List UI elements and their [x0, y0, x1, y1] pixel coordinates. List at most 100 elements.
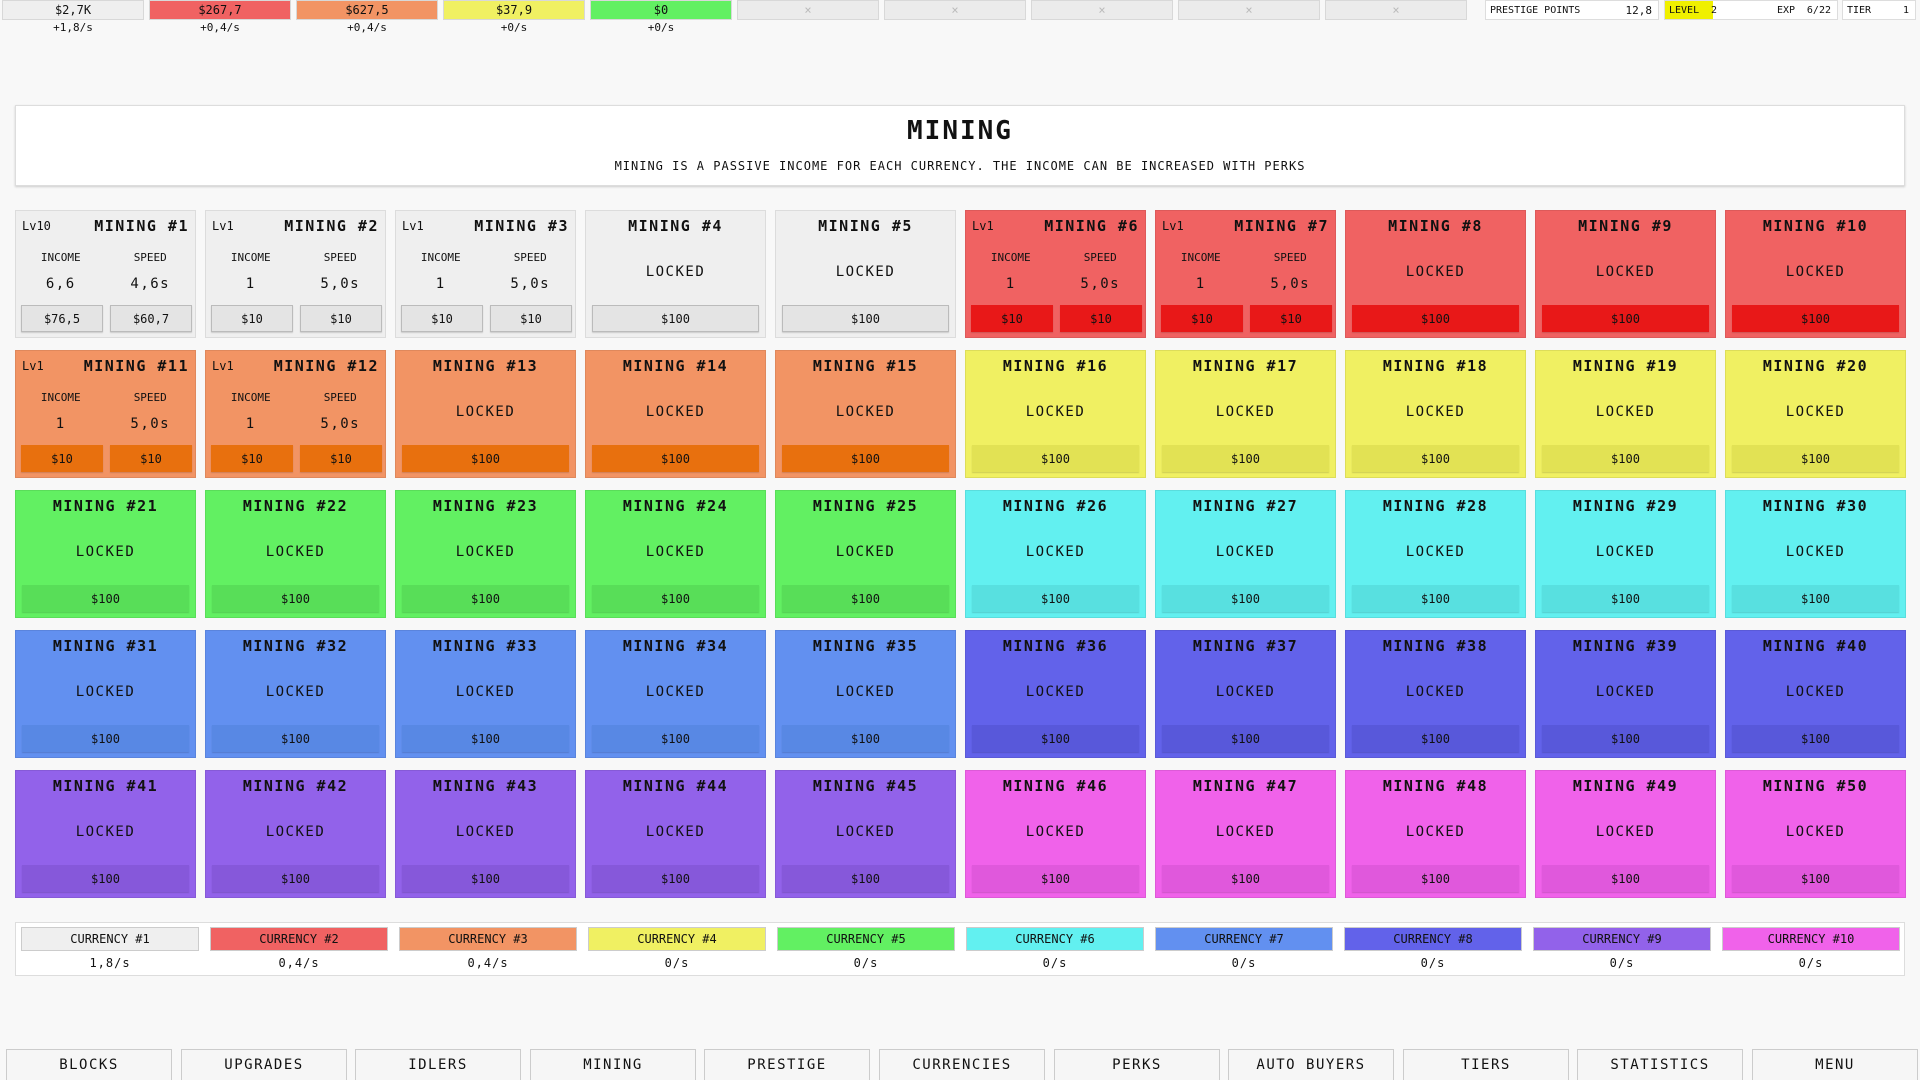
buy-button[interactable]: $100 [1732, 865, 1899, 892]
buy-button[interactable]: $100 [1162, 725, 1329, 752]
buy-button[interactable]: $100 [1352, 445, 1519, 472]
buy-button[interactable]: $100 [1542, 585, 1709, 612]
income-upgrade-button[interactable]: $10 [211, 445, 293, 472]
card-title: MINING #15 [812, 357, 919, 375]
buy-button[interactable]: $100 [592, 725, 759, 752]
buy-button[interactable]: $100 [972, 865, 1139, 892]
nav-tab[interactable]: PRESTIGE [704, 1049, 870, 1080]
mining-card: MINING #18 LOCKED $100 [1345, 350, 1526, 478]
buy-button[interactable]: $100 [972, 445, 1139, 472]
speed-value: 5,0s [130, 416, 171, 432]
income-upgrade-button[interactable]: $10 [971, 305, 1053, 332]
nav-tab[interactable]: MINING [530, 1049, 696, 1080]
buy-button[interactable]: $100 [1732, 585, 1899, 612]
buy-button[interactable]: $100 [592, 305, 759, 332]
currency-name: CURRENCY #4 [588, 927, 766, 951]
card-title: MINING #26 [1002, 497, 1109, 515]
nav-tab[interactable]: TIERS [1403, 1049, 1569, 1080]
card-status: LOCKED [1215, 684, 1276, 700]
speed-upgrade-button[interactable]: $10 [300, 305, 382, 332]
buy-button[interactable]: $100 [402, 725, 569, 752]
buy-button[interactable]: $100 [22, 725, 189, 752]
mining-card: MINING #33 LOCKED $100 [395, 630, 576, 758]
mining-card: MINING #8 LOCKED $100 [1345, 210, 1526, 338]
nav-tab[interactable]: PERKS [1054, 1049, 1220, 1080]
mining-card: MINING #48 LOCKED $100 [1345, 770, 1526, 898]
card-title: MINING #12 [273, 357, 379, 375]
nav-tab[interactable]: AUTO BUYERS [1228, 1049, 1394, 1080]
buy-button[interactable]: $100 [22, 585, 189, 612]
buy-button[interactable]: $100 [1542, 865, 1709, 892]
mining-card: MINING #37 LOCKED $100 [1155, 630, 1336, 758]
buy-button[interactable]: $100 [1352, 725, 1519, 752]
buy-button[interactable]: $100 [782, 725, 949, 752]
nav-tab[interactable]: UPGRADES [181, 1049, 347, 1080]
income-upgrade-button[interactable]: $76,5 [21, 305, 103, 332]
exp-progress [1665, 1, 1713, 19]
buy-button[interactable]: $100 [402, 865, 569, 892]
card-title: MINING #43 [432, 777, 539, 795]
currency-name: CURRENCY #2 [210, 927, 388, 951]
speed-label: SPEED [1083, 250, 1117, 264]
buy-button[interactable]: $100 [402, 585, 569, 612]
nav-tab[interactable]: IDLERS [355, 1049, 521, 1080]
buy-button[interactable]: $100 [1352, 305, 1519, 332]
card-status: LOCKED [1785, 264, 1846, 280]
card-status: LOCKED [1025, 544, 1086, 560]
buy-button[interactable]: $100 [1732, 445, 1899, 472]
speed-value: 4,6s [130, 276, 171, 292]
speed-upgrade-button[interactable]: $10 [110, 445, 192, 472]
currency-amount: × [737, 0, 879, 20]
buy-button[interactable]: $100 [972, 725, 1139, 752]
nav-tab[interactable]: STATISTICS [1577, 1049, 1743, 1080]
income-upgrade-button[interactable]: $10 [401, 305, 483, 332]
income-upgrade-button[interactable]: $10 [1161, 305, 1243, 332]
card-status: LOCKED [75, 824, 136, 840]
buy-button[interactable]: $100 [1542, 445, 1709, 472]
buy-button[interactable]: $100 [1732, 725, 1899, 752]
nav-tab[interactable]: CURRENCIES [879, 1049, 1045, 1080]
buy-button[interactable]: $100 [212, 725, 379, 752]
card-status: LOCKED [835, 404, 896, 420]
buy-button[interactable]: $100 [212, 585, 379, 612]
buy-button[interactable]: $100 [1542, 305, 1709, 332]
card-title: MINING #30 [1762, 497, 1869, 515]
buy-button[interactable]: $100 [402, 445, 569, 472]
income-upgrade-button[interactable]: $10 [21, 445, 103, 472]
card-status: LOCKED [1405, 264, 1466, 280]
mining-card: MINING #16 LOCKED $100 [965, 350, 1146, 478]
buy-button[interactable]: $100 [592, 865, 759, 892]
buy-button[interactable]: $100 [212, 865, 379, 892]
speed-upgrade-button[interactable]: $10 [300, 445, 382, 472]
buy-button[interactable]: $100 [1162, 865, 1329, 892]
buy-button[interactable]: $100 [1352, 585, 1519, 612]
speed-upgrade-button[interactable]: $10 [490, 305, 572, 332]
buy-button[interactable]: $100 [782, 585, 949, 612]
buy-button[interactable]: $100 [1162, 585, 1329, 612]
income-value: 1 [55, 416, 66, 432]
buy-button[interactable]: $100 [592, 585, 759, 612]
speed-upgrade-button[interactable]: $10 [1060, 305, 1142, 332]
income-upgrade-button[interactable]: $10 [211, 305, 293, 332]
buy-button[interactable]: $100 [1162, 445, 1329, 472]
card-level: Lv1 [212, 359, 234, 373]
card-title: MINING #45 [812, 777, 919, 795]
speed-label: SPEED [133, 250, 167, 264]
buy-button[interactable]: $100 [782, 865, 949, 892]
buy-button[interactable]: $100 [592, 445, 759, 472]
nav-tab[interactable]: MENU [1752, 1049, 1918, 1080]
buy-button[interactable]: $100 [22, 865, 189, 892]
exp-value: 6/22 [1806, 4, 1831, 16]
buy-button[interactable]: $100 [1732, 305, 1899, 332]
mining-card: MINING #27 LOCKED $100 [1155, 490, 1336, 618]
buy-button[interactable]: $100 [782, 445, 949, 472]
currency-name: CURRENCY #6 [966, 927, 1144, 951]
buy-button[interactable]: $100 [972, 585, 1139, 612]
buy-button[interactable]: $100 [782, 305, 949, 332]
mining-card: MINING #15 LOCKED $100 [775, 350, 956, 478]
buy-button[interactable]: $100 [1352, 865, 1519, 892]
buy-button[interactable]: $100 [1542, 725, 1709, 752]
speed-upgrade-button[interactable]: $60,7 [110, 305, 192, 332]
speed-upgrade-button[interactable]: $10 [1250, 305, 1332, 332]
nav-tab[interactable]: BLOCKS [6, 1049, 172, 1080]
